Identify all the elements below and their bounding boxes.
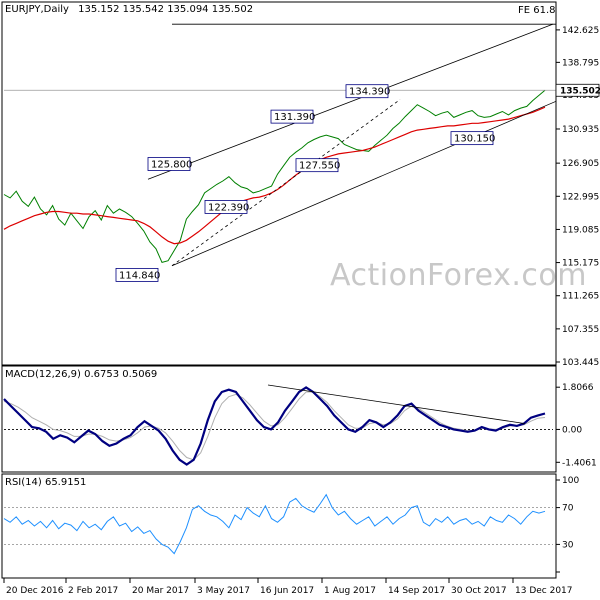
price-y-tick-label: 126.905 (562, 159, 599, 169)
x-axis-tick-label: 13 Dec 2017 (515, 586, 573, 596)
x-axis-tick-label: 16 Jun 2017 (260, 586, 314, 596)
inner-trend-line (171, 99, 401, 267)
macd-y-tick-label: -1.4061 (562, 458, 597, 468)
ohlc-values: 135.152 135.542 135.094 135.502 (78, 4, 254, 15)
price-y-tick-label: 142.625 (562, 26, 599, 36)
x-axis-tick-label: 20 Dec 2016 (6, 586, 64, 596)
rsi-plot: 100 70 30 (3, 476, 579, 573)
level-annotation-label: 127.550 (299, 161, 340, 172)
macd-y-tick-label: 0.00 (562, 425, 582, 435)
x-axis: 20 Dec 2016 2 Feb 2017 20 Mar 2017 3 May 20… (3, 578, 573, 596)
price-y-tick-label: 103.445 (562, 358, 599, 368)
x-axis-tick-label: 3 May 2017 (197, 586, 250, 596)
symbol-label: EURJPY,Daily (5, 4, 69, 15)
rsi-y-tick-label: 100 (562, 476, 579, 486)
macd-line (3, 386, 546, 466)
macd-panel-frame (1, 365, 557, 473)
price-panel-frame (1, 1, 557, 366)
rsi-line (3, 493, 546, 555)
macd-plot: 1.8066 0.00 -1.4061 (3, 383, 597, 468)
level-annotation-label: 134.390 (349, 87, 390, 98)
x-axis-tick-label: 30 Oct 2017 (451, 586, 507, 596)
price-series-line (3, 89, 546, 263)
x-axis-tick-label: 2 Feb 2017 (68, 586, 118, 596)
macd-panel-title: MACD(12,26,9) 0.6753 0.5069 (5, 369, 158, 380)
level-annotation-box (115, 268, 159, 282)
price-y-tick-label: 115.175 (562, 259, 599, 269)
rsi-y-tick-label: 70 (562, 504, 574, 514)
price-y-tick-label: 122.995 (562, 192, 599, 202)
watermark: ActionForex.com (330, 258, 587, 293)
price-y-tick-label: 107.355 (562, 325, 599, 335)
macd-y-tick-label: 1.8066 (562, 383, 594, 393)
current-price-label: 135.502 (560, 86, 600, 96)
upper-channel-line (147, 23, 554, 180)
price-plot: 142.625138.795134.965130.935126.905122.9… (3, 23, 600, 368)
macd-trend-line (267, 384, 526, 424)
price-y-tick-label: 111.265 (562, 292, 599, 302)
fib-label: FE 61.8 (518, 5, 556, 16)
rsi-y-tick-label: 30 (562, 540, 574, 550)
rsi-panel-title: RSI(14) 65.9151 (5, 477, 87, 488)
level-annotation-label: 114.840 (119, 270, 160, 281)
x-axis-tick-label: 14 Sep 2017 (388, 586, 445, 596)
level-annotation-label: 122.390 (208, 202, 249, 213)
price-y-tick-label: 130.935 (562, 125, 599, 135)
level-annotation-box (147, 157, 191, 171)
level-annotation-label: 125.800 (151, 160, 192, 171)
level-annotation-box (450, 131, 494, 146)
rsi-panel-frame (1, 473, 557, 579)
price-panel-title: EURJPY,Daily 135.152 135.542 135.094 135… (5, 4, 253, 15)
x-axis-tick-label: 20 Mar 2017 (132, 586, 189, 596)
price-y-tick-label: 119.085 (562, 225, 599, 235)
x-axis-tick-label: 1 Aug 2017 (324, 586, 376, 596)
level-annotation-label: 131.390 (274, 112, 315, 123)
lower-channel-line (171, 100, 557, 267)
price-y-tick-label: 138.795 (562, 58, 599, 68)
level-annotation-label: 130.150 (454, 134, 495, 145)
level-annotation-box (204, 200, 248, 214)
current-price-box (555, 83, 600, 97)
level-annotation-box (295, 158, 339, 173)
level-annotation-box (270, 109, 314, 124)
level-annotation-box (345, 84, 389, 99)
